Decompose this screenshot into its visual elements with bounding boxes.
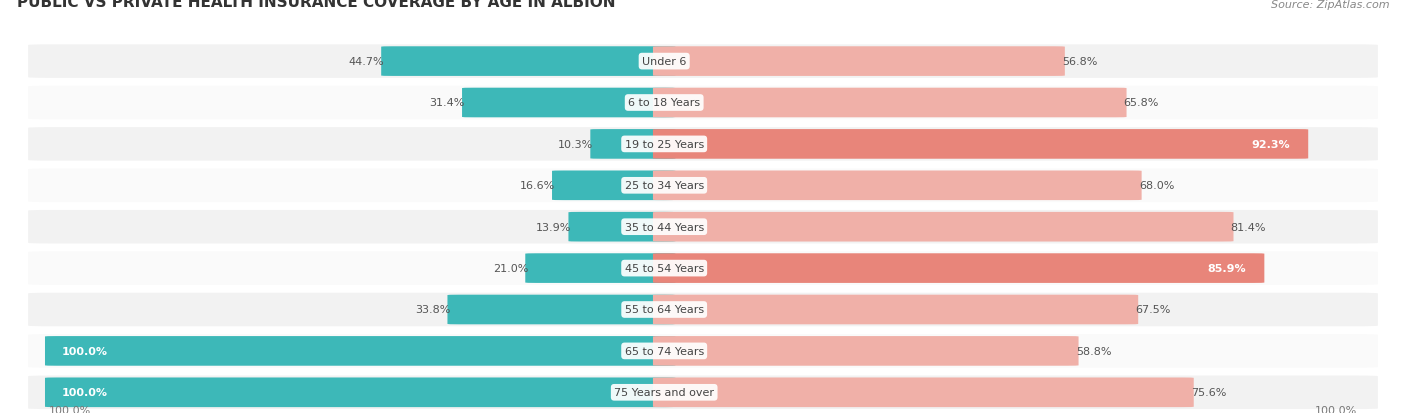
FancyBboxPatch shape: [591, 130, 675, 159]
Text: 68.0%: 68.0%: [1139, 181, 1174, 191]
Text: 25 to 34 Years: 25 to 34 Years: [624, 181, 704, 191]
FancyBboxPatch shape: [28, 169, 1378, 202]
Legend: Public Insurance, Private Insurance: Public Insurance, Private Insurance: [572, 410, 834, 413]
FancyBboxPatch shape: [381, 47, 675, 77]
FancyBboxPatch shape: [28, 45, 1378, 78]
Text: 13.9%: 13.9%: [536, 222, 571, 232]
FancyBboxPatch shape: [652, 336, 1078, 366]
FancyBboxPatch shape: [28, 128, 1378, 161]
Text: 58.8%: 58.8%: [1076, 346, 1111, 356]
Text: 65 to 74 Years: 65 to 74 Years: [624, 346, 704, 356]
Text: 100.0%: 100.0%: [1315, 405, 1357, 413]
Text: 55 to 64 Years: 55 to 64 Years: [624, 305, 704, 315]
FancyBboxPatch shape: [447, 295, 675, 325]
Text: 16.6%: 16.6%: [520, 181, 555, 191]
FancyBboxPatch shape: [652, 130, 1308, 159]
FancyBboxPatch shape: [28, 252, 1378, 285]
Text: 10.3%: 10.3%: [558, 140, 593, 150]
Text: 35 to 44 Years: 35 to 44 Years: [624, 222, 704, 232]
FancyBboxPatch shape: [652, 88, 1126, 118]
FancyBboxPatch shape: [553, 171, 675, 201]
FancyBboxPatch shape: [652, 254, 1264, 283]
FancyBboxPatch shape: [45, 336, 675, 366]
FancyBboxPatch shape: [28, 211, 1378, 244]
FancyBboxPatch shape: [526, 254, 675, 283]
Text: 44.7%: 44.7%: [349, 57, 384, 67]
FancyBboxPatch shape: [28, 335, 1378, 368]
Text: 75 Years and over: 75 Years and over: [614, 387, 714, 397]
FancyBboxPatch shape: [28, 293, 1378, 326]
Text: 6 to 18 Years: 6 to 18 Years: [628, 98, 700, 108]
FancyBboxPatch shape: [652, 377, 1194, 407]
Text: 65.8%: 65.8%: [1123, 98, 1159, 108]
Text: 81.4%: 81.4%: [1230, 222, 1267, 232]
FancyBboxPatch shape: [28, 376, 1378, 409]
Text: 45 to 54 Years: 45 to 54 Years: [624, 263, 704, 273]
FancyBboxPatch shape: [28, 86, 1378, 120]
Text: 19 to 25 Years: 19 to 25 Years: [624, 140, 704, 150]
Text: 75.6%: 75.6%: [1191, 387, 1226, 397]
FancyBboxPatch shape: [463, 88, 675, 118]
FancyBboxPatch shape: [652, 47, 1064, 77]
Text: 100.0%: 100.0%: [49, 405, 91, 413]
Text: 67.5%: 67.5%: [1136, 305, 1171, 315]
Text: 21.0%: 21.0%: [492, 263, 529, 273]
Text: 33.8%: 33.8%: [415, 305, 450, 315]
FancyBboxPatch shape: [652, 212, 1233, 242]
Text: 92.3%: 92.3%: [1251, 140, 1289, 150]
Text: PUBLIC VS PRIVATE HEALTH INSURANCE COVERAGE BY AGE IN ALBION: PUBLIC VS PRIVATE HEALTH INSURANCE COVER…: [17, 0, 616, 10]
Text: 56.8%: 56.8%: [1062, 57, 1098, 67]
Text: 85.9%: 85.9%: [1208, 263, 1246, 273]
Text: 100.0%: 100.0%: [62, 387, 108, 397]
Text: Under 6: Under 6: [643, 57, 686, 67]
Text: 31.4%: 31.4%: [429, 98, 465, 108]
FancyBboxPatch shape: [568, 212, 675, 242]
Text: 100.0%: 100.0%: [62, 346, 108, 356]
FancyBboxPatch shape: [652, 171, 1142, 201]
FancyBboxPatch shape: [45, 377, 675, 407]
FancyBboxPatch shape: [652, 295, 1139, 325]
Text: Source: ZipAtlas.com: Source: ZipAtlas.com: [1271, 0, 1389, 10]
